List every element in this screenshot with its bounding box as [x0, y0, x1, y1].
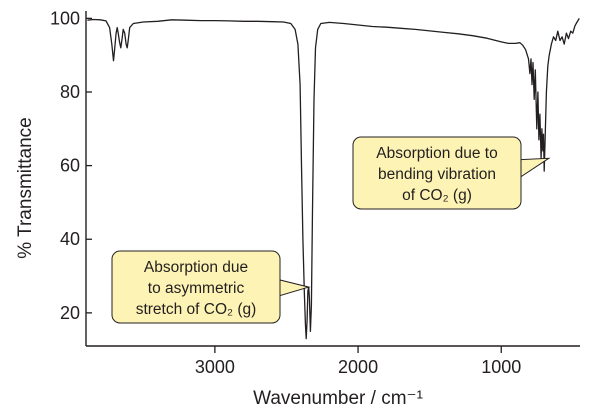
y-tick-label: 60	[60, 156, 80, 176]
series	[87, 18, 580, 340]
y-tick-label: 40	[60, 229, 80, 249]
x-axis-label: Wavenumber / cm⁻¹	[253, 388, 423, 409]
spectrum-line	[87, 18, 580, 340]
y-tick-label: 20	[60, 303, 80, 323]
x-tick-label: 1000	[481, 357, 521, 377]
y-tick-label: 100	[50, 8, 80, 28]
y-axis-label: % Transmittance	[15, 117, 36, 259]
callout-2: Absorption due to bending vibration of CO₂…	[352, 136, 551, 210]
callout-text-line: Absorption due to	[376, 145, 498, 162]
callout-text-line: to asymmetric	[148, 280, 245, 297]
axes	[85, 11, 580, 347]
callout-box	[111, 250, 281, 324]
callout-text-line: Absorption due	[144, 259, 248, 276]
x-tick-label: 3000	[195, 357, 235, 377]
callout-1: Absorption due to asymmetric stretch of CO…	[111, 250, 311, 324]
callout-text-line: stretch of CO₂ (g)	[136, 301, 257, 318]
ticks: 20 40 60 80 100 3000 2000 1000	[50, 8, 521, 377]
callout-box	[352, 136, 522, 210]
callout-text-line: of CO₂ (g)	[402, 187, 472, 204]
callout-text-line: bending vibration	[378, 166, 496, 183]
y-tick-label: 80	[60, 82, 80, 102]
callouts: Absorption due to asymmetric stretch of CO…	[111, 136, 551, 324]
x-tick-label: 2000	[338, 357, 378, 377]
